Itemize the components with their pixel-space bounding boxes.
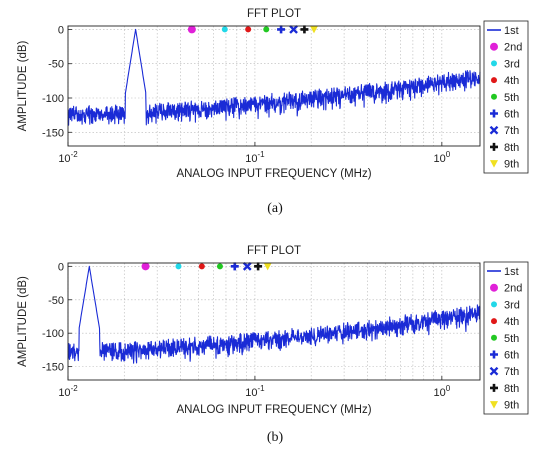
legend-swatch-5th — [491, 334, 497, 341]
harmonic-marker-8th — [254, 262, 263, 271]
legend-swatch-4th — [491, 77, 497, 84]
harmonic-marker-9th — [309, 25, 318, 34]
axes-frame — [67, 25, 481, 147]
x-tick-base: 10 — [433, 387, 445, 399]
x-tick-exponent: -1 — [257, 150, 265, 159]
harmonic-marker-9th — [263, 262, 272, 271]
harmonic-marker-3rd — [221, 26, 228, 33]
legend-label: 9th — [504, 159, 519, 171]
legend-label: 5th — [504, 333, 519, 345]
harmonic-marker-6th — [230, 262, 239, 271]
x-tick-label: 100 — [433, 150, 450, 165]
legend-swatch-7th — [489, 125, 499, 135]
harmonic-marker-7th — [242, 261, 252, 271]
x-tick-label: 10-2 — [58, 384, 78, 399]
x-tick-base: 10 — [58, 387, 70, 399]
figure-caption: (a) — [267, 201, 283, 216]
x-tick-exponent: 0 — [446, 384, 451, 393]
harmonic-marker-5th — [216, 263, 223, 270]
legend-swatch-2nd — [490, 283, 498, 292]
legend-swatch-4th — [491, 318, 497, 325]
harmonic-marker-2nd — [141, 262, 150, 271]
legend-swatch-9th — [490, 160, 498, 168]
y-tick-label: -100 — [42, 328, 64, 340]
x-axis-label: ANALOG INPUT FREQUENCY (MHz) — [176, 168, 371, 180]
legend-swatch-6th — [490, 350, 498, 359]
legend-label: 2nd — [504, 42, 522, 54]
y-tick-label: -150 — [42, 362, 64, 374]
figure-caption: (b) — [267, 430, 284, 445]
legend-label: 3rd — [504, 299, 520, 311]
harmonic-marker-2nd — [187, 25, 196, 34]
legend-swatch-3rd — [491, 301, 497, 308]
y-tick-label: 0 — [58, 261, 64, 273]
x-tick-label: 10-1 — [245, 150, 265, 165]
harmonic-marker-7th — [289, 25, 298, 34]
harmonic-marker-3rd — [175, 263, 182, 270]
y-tick-label: -150 — [42, 127, 64, 139]
legend-swatch-5th — [491, 93, 497, 100]
legend-swatch-6th — [490, 109, 498, 118]
x-tick-base: 10 — [245, 387, 257, 399]
legend-label: 6th — [504, 109, 519, 121]
x-tick-exponent: -1 — [257, 384, 265, 393]
legend-label: 1st — [504, 25, 519, 37]
legend-label: 5th — [504, 92, 519, 104]
y-tick-label: -50 — [48, 59, 64, 71]
harmonic-marker-6th — [277, 25, 286, 34]
legend-label: 8th — [504, 142, 519, 154]
legend-label: 4th — [504, 316, 519, 328]
legend-label: 2nd — [504, 283, 522, 295]
legend-swatch-7th — [489, 366, 499, 376]
y-tick-label: 0 — [58, 24, 64, 36]
spectrum-trace — [67, 28, 481, 126]
legend-swatch-9th — [490, 401, 498, 409]
harmonic-marker-8th — [300, 25, 309, 34]
legend-swatch-2nd — [490, 42, 498, 51]
x-tick-exponent: -2 — [71, 384, 79, 393]
x-tick-exponent: 0 — [446, 150, 451, 159]
legend-label: 9th — [504, 400, 519, 412]
x-tick-base: 10 — [58, 153, 70, 165]
harmonic-marker-4th — [198, 263, 205, 270]
y-axis-label: AMPLITUDE (dB) — [17, 40, 29, 131]
x-tick-base: 10 — [245, 153, 257, 165]
legend-label: 7th — [504, 125, 519, 137]
legend-swatch-3rd — [491, 60, 497, 67]
x-tick-label: 10-1 — [245, 384, 265, 399]
legend-label: 7th — [504, 366, 519, 378]
chart-title: FFT PLOT — [247, 245, 301, 257]
axes-frame — [67, 262, 481, 381]
legend-swatch-8th — [490, 142, 498, 151]
legend-label: 1st — [504, 266, 519, 278]
harmonic-marker-5th — [263, 26, 270, 33]
legend-label: 4th — [504, 75, 519, 87]
legend-label: 3rd — [504, 58, 520, 70]
legend-swatch-8th — [490, 383, 498, 392]
x-tick-label: 100 — [433, 384, 450, 399]
x-tick-base: 10 — [433, 153, 445, 165]
y-tick-label: -100 — [42, 93, 64, 105]
x-tick-label: 10-2 — [58, 150, 78, 165]
legend-label: 8th — [504, 383, 519, 395]
harmonic-marker-4th — [245, 26, 252, 33]
x-tick-exponent: -2 — [71, 150, 79, 159]
x-axis-label: ANALOG INPUT FREQUENCY (MHz) — [176, 404, 371, 416]
legend-label: 6th — [504, 350, 519, 362]
y-tick-label: -50 — [48, 295, 64, 307]
spectrum-trace — [67, 265, 481, 364]
chart-title: FFT PLOT — [247, 8, 301, 20]
y-axis-label: AMPLITUDE (dB) — [17, 276, 29, 367]
